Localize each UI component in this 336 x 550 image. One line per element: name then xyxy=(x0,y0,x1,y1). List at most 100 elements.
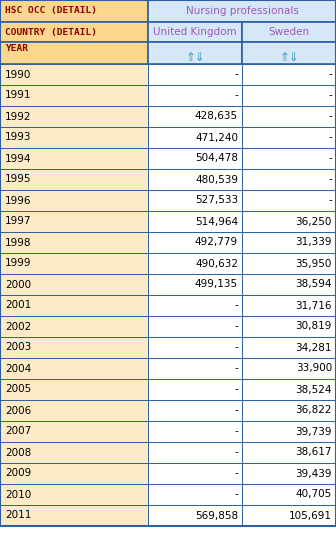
Text: 1994: 1994 xyxy=(5,153,32,163)
Bar xyxy=(242,232,336,253)
Text: 1990: 1990 xyxy=(5,69,31,80)
Text: 490,632: 490,632 xyxy=(195,258,238,268)
Text: 2010: 2010 xyxy=(5,490,31,499)
Text: 428,635: 428,635 xyxy=(195,112,238,122)
Text: -: - xyxy=(234,384,238,394)
Bar xyxy=(148,442,242,463)
Bar xyxy=(242,148,336,169)
Bar xyxy=(0,442,148,463)
Bar xyxy=(242,253,336,274)
Text: 38,594: 38,594 xyxy=(295,279,332,289)
Bar xyxy=(0,42,148,64)
Text: -: - xyxy=(328,91,332,101)
Bar xyxy=(148,85,242,106)
Text: -: - xyxy=(234,469,238,478)
Bar xyxy=(0,358,148,379)
Text: 1992: 1992 xyxy=(5,112,32,122)
Bar xyxy=(242,295,336,316)
Text: -: - xyxy=(234,91,238,101)
Text: Nursing professionals: Nursing professionals xyxy=(185,6,298,16)
Text: 2003: 2003 xyxy=(5,343,31,353)
Text: 1993: 1993 xyxy=(5,133,32,142)
Text: 2006: 2006 xyxy=(5,405,31,415)
Text: 39,439: 39,439 xyxy=(295,469,332,478)
Text: United Kingdom: United Kingdom xyxy=(153,27,237,37)
Bar xyxy=(148,484,242,505)
Bar xyxy=(242,190,336,211)
Text: 39,739: 39,739 xyxy=(295,426,332,437)
Bar xyxy=(148,253,242,274)
Text: Sweden: Sweden xyxy=(268,27,309,37)
Text: 2000: 2000 xyxy=(5,279,31,289)
Bar xyxy=(242,484,336,505)
Bar xyxy=(0,463,148,484)
Text: 38,617: 38,617 xyxy=(295,448,332,458)
Bar xyxy=(148,358,242,379)
Text: 105,691: 105,691 xyxy=(289,510,332,520)
Bar xyxy=(148,421,242,442)
Text: 2004: 2004 xyxy=(5,364,31,373)
Text: 31,716: 31,716 xyxy=(295,300,332,311)
Text: -: - xyxy=(328,133,332,142)
Text: 492,779: 492,779 xyxy=(195,238,238,248)
Bar xyxy=(148,127,242,148)
Bar xyxy=(242,85,336,106)
Bar xyxy=(0,379,148,400)
Text: HSC OCC (DETAIL): HSC OCC (DETAIL) xyxy=(5,7,97,15)
Bar xyxy=(148,379,242,400)
Bar xyxy=(0,316,148,337)
Bar xyxy=(148,316,242,337)
Bar xyxy=(0,190,148,211)
Bar xyxy=(0,22,148,42)
Bar xyxy=(242,337,336,358)
Bar xyxy=(242,274,336,295)
Bar xyxy=(242,358,336,379)
Bar xyxy=(148,463,242,484)
Bar xyxy=(148,0,336,22)
Bar xyxy=(0,169,148,190)
Text: 1997: 1997 xyxy=(5,217,32,227)
Bar xyxy=(148,148,242,169)
Text: ⇑⇓: ⇑⇓ xyxy=(185,51,205,64)
Text: 2009: 2009 xyxy=(5,469,31,478)
Bar xyxy=(0,0,148,22)
Text: 1991: 1991 xyxy=(5,91,32,101)
Text: 527,533: 527,533 xyxy=(195,195,238,206)
Bar xyxy=(148,232,242,253)
Text: YEAR: YEAR xyxy=(5,44,28,53)
Text: 1998: 1998 xyxy=(5,238,32,248)
Text: 36,822: 36,822 xyxy=(295,405,332,415)
Bar xyxy=(242,211,336,232)
Text: 38,524: 38,524 xyxy=(295,384,332,394)
Bar xyxy=(0,127,148,148)
Bar xyxy=(148,400,242,421)
Bar xyxy=(242,421,336,442)
Text: 36,250: 36,250 xyxy=(296,217,332,227)
Bar xyxy=(0,484,148,505)
Bar xyxy=(0,253,148,274)
Text: -: - xyxy=(234,69,238,80)
Bar xyxy=(242,22,336,42)
Bar xyxy=(148,64,242,85)
Bar xyxy=(148,190,242,211)
Text: 569,858: 569,858 xyxy=(195,510,238,520)
Text: 2008: 2008 xyxy=(5,448,31,458)
Bar xyxy=(148,42,242,64)
Text: -: - xyxy=(234,448,238,458)
Text: 2001: 2001 xyxy=(5,300,31,311)
Text: 33,900: 33,900 xyxy=(296,364,332,373)
Bar xyxy=(0,232,148,253)
Text: -: - xyxy=(328,69,332,80)
Bar xyxy=(0,337,148,358)
Text: -: - xyxy=(234,364,238,373)
Text: -: - xyxy=(234,405,238,415)
Text: 2011: 2011 xyxy=(5,510,31,520)
Bar xyxy=(148,169,242,190)
Bar xyxy=(0,64,148,85)
Bar xyxy=(242,400,336,421)
Bar xyxy=(242,64,336,85)
Bar xyxy=(242,42,336,64)
Bar xyxy=(242,127,336,148)
Text: 30,819: 30,819 xyxy=(296,322,332,332)
Bar xyxy=(242,379,336,400)
